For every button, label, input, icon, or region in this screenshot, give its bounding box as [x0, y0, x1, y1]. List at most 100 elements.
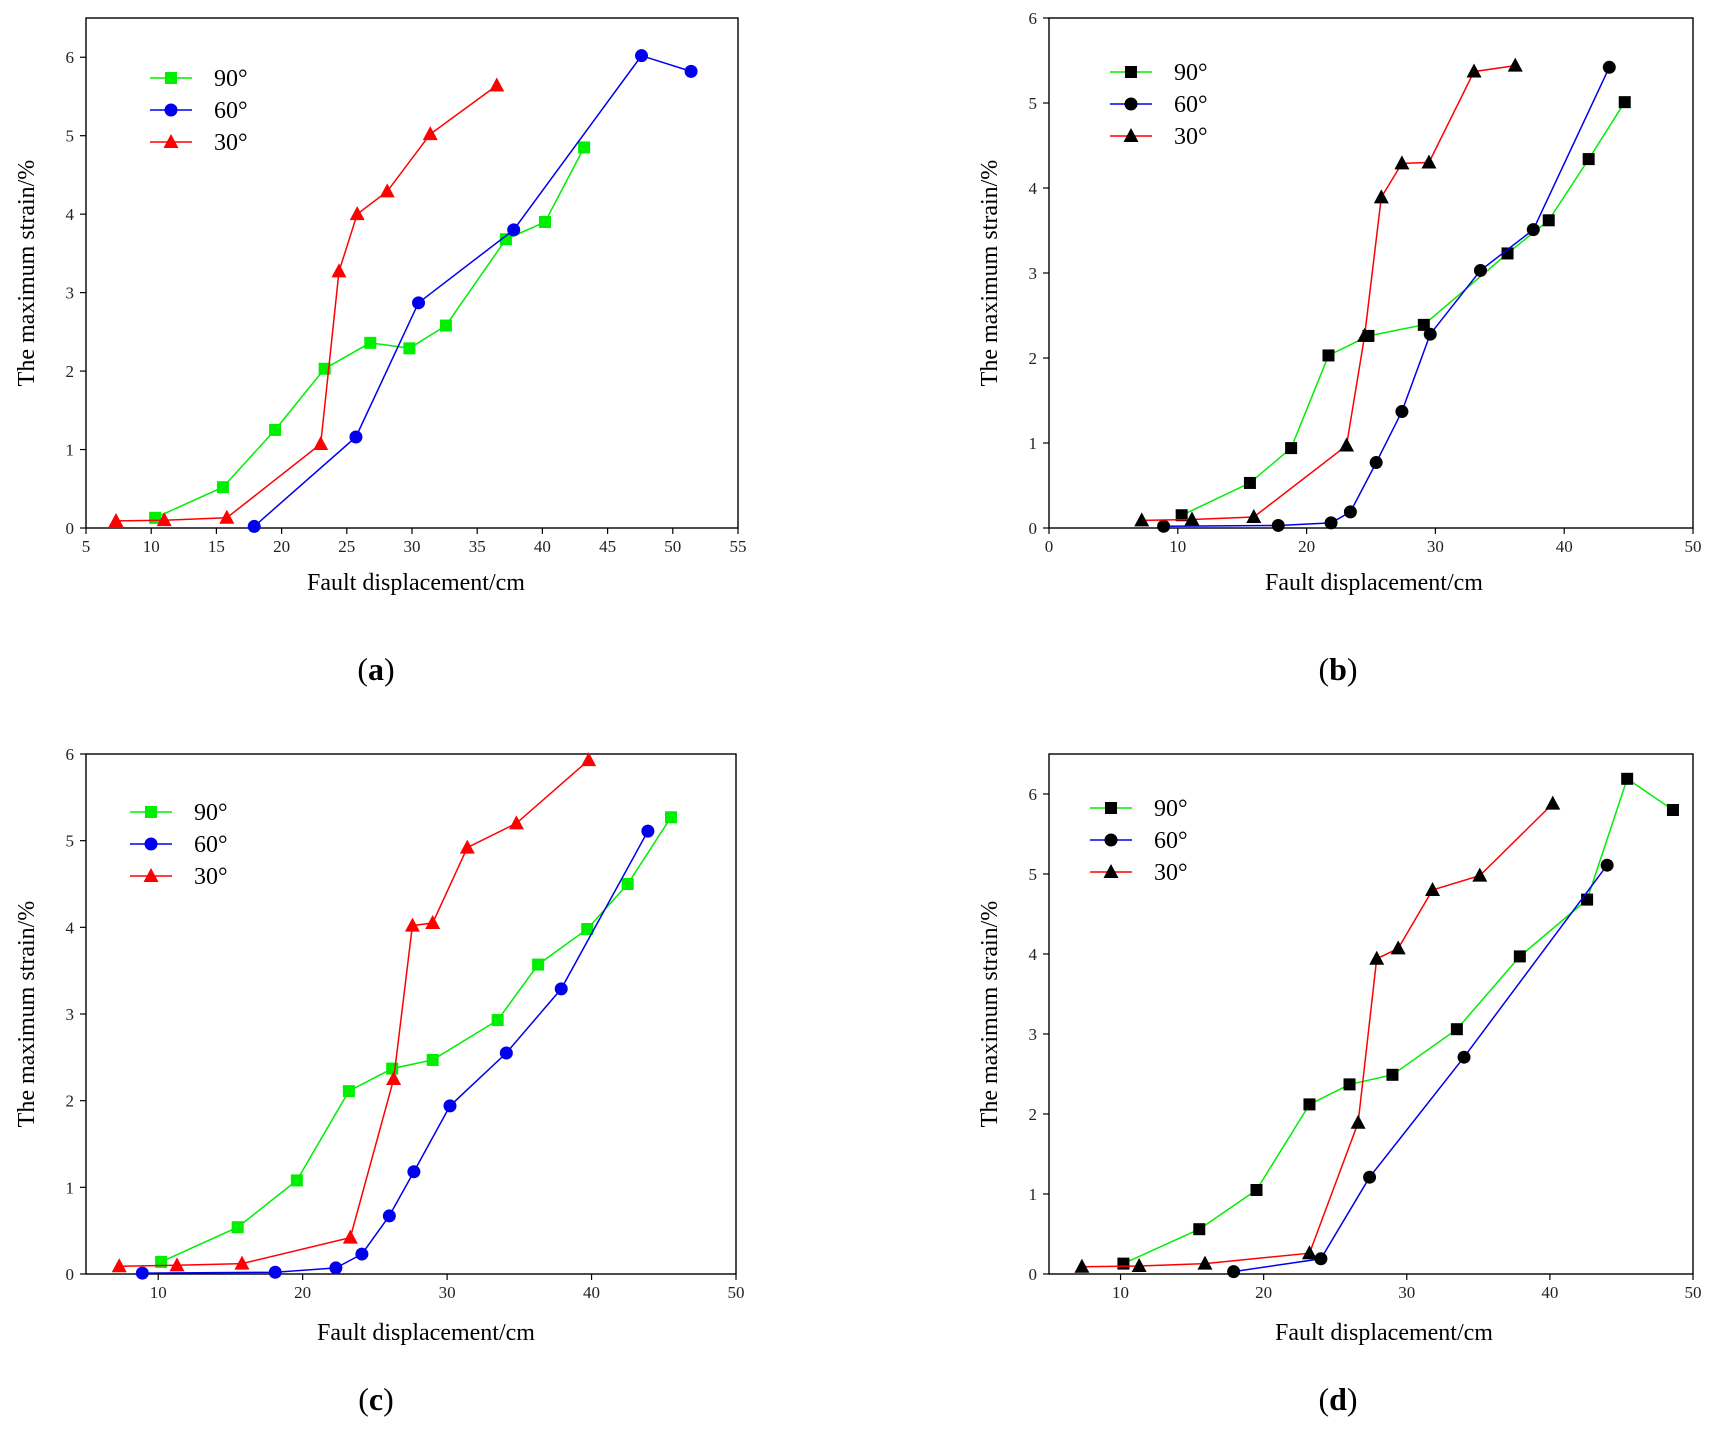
data-point [1243, 476, 1256, 489]
y-tick-label: 1 [1029, 434, 1038, 453]
series-triangle [111, 752, 597, 1273]
legend: 90° 60° 30° [1110, 60, 1208, 150]
data-point [499, 1046, 513, 1060]
series-circle [135, 824, 655, 1280]
data-point [1357, 327, 1373, 342]
series-line [1123, 777, 1674, 1265]
legend-marker [165, 72, 177, 84]
y-tick-label: 0 [1029, 519, 1038, 538]
x-tick-label: 50 [728, 1283, 745, 1302]
data-point [386, 1062, 399, 1075]
data-point [425, 915, 441, 929]
data-point [539, 216, 552, 228]
series-square [1175, 96, 1631, 522]
data-point [108, 512, 124, 527]
legend-marker [1124, 97, 1138, 111]
data-point [1507, 57, 1523, 72]
data-point [1600, 858, 1614, 872]
y-tick-label: 2 [66, 1092, 75, 1111]
data-point [1602, 60, 1616, 74]
x-tick-label: 10 [1169, 537, 1186, 556]
data-point [111, 1258, 127, 1273]
data-point [342, 1085, 355, 1098]
legend-label: 90° [194, 800, 228, 826]
data-point [329, 1261, 343, 1275]
data-point [379, 183, 395, 198]
panel-caption: (b) [1318, 651, 1357, 687]
data-point [364, 336, 377, 349]
data-point [1246, 508, 1262, 523]
series-circle [247, 49, 698, 533]
y-tick-label: 1 [66, 441, 75, 460]
x-tick-label: 15 [208, 537, 225, 556]
data-point [507, 223, 521, 237]
legend-label: 60° [214, 98, 248, 124]
y-axis-label: The maximum strain/% [14, 160, 40, 387]
x-axis-label: Fault displacement/cm [1275, 1320, 1493, 1346]
chart-panel-c: 10 20 30 40 50 0 1 2 3 4 5 6 Fault displacement/cm Th… [14, 745, 745, 1417]
legend-marker [1125, 66, 1137, 78]
legend-marker [164, 103, 178, 117]
legend-label: 90° [214, 66, 248, 92]
data-point [426, 1053, 439, 1066]
series-line [1233, 864, 1608, 1273]
legend-marker [1103, 864, 1119, 878]
series-line [119, 759, 590, 1267]
y-tick-label: 0 [1029, 1265, 1038, 1284]
data-point [1618, 96, 1631, 109]
x-tick-label: 10 [150, 1283, 167, 1302]
x-tick-label: 30 [1427, 537, 1444, 556]
plot-frame [1048, 753, 1694, 1275]
data-point [231, 1221, 244, 1234]
x-axis-label: Fault displacement/cm [307, 570, 525, 596]
data-point [1581, 893, 1594, 906]
y-tick-label: 1 [1029, 1185, 1038, 1204]
y-tick-label: 1 [66, 1178, 75, 1197]
y-tick-label: 0 [66, 519, 75, 538]
data-point [554, 982, 568, 996]
x-tick-label: 0 [1045, 537, 1054, 556]
series-line [1141, 64, 1516, 522]
data-point [1369, 456, 1383, 470]
y-tick-label: 4 [66, 205, 75, 224]
series-line [253, 54, 692, 527]
data-point [219, 509, 235, 524]
data-point [135, 1266, 149, 1280]
data-point [1386, 1068, 1399, 1081]
data-point [1271, 518, 1285, 532]
data-point [1117, 1257, 1130, 1270]
data-point [1074, 1258, 1090, 1273]
data-point [1501, 247, 1514, 260]
data-point [1450, 1023, 1463, 1036]
plot-frame [85, 753, 737, 1275]
x-tick-label: 50 [1685, 537, 1702, 556]
data-point [1350, 1114, 1366, 1129]
x-tick-label: 20 [1298, 537, 1315, 556]
x-tick-label: 40 [583, 1283, 600, 1302]
data-point [578, 141, 591, 154]
data-point [491, 1014, 504, 1027]
data-point [403, 342, 416, 355]
data-point [489, 77, 505, 92]
data-point [422, 126, 438, 141]
legend-label: 30° [194, 864, 228, 890]
data-point [1131, 1258, 1147, 1272]
legend-label: 60° [1174, 92, 1208, 118]
series-line [1181, 101, 1626, 516]
data-point [1363, 1170, 1377, 1184]
y-axis-label: The maximum strain/% [977, 901, 1003, 1128]
y-tick-label: 4 [1029, 179, 1038, 198]
x-tick-label: 50 [664, 537, 681, 556]
data-point [532, 958, 545, 971]
data-point [1542, 214, 1555, 227]
series-square [155, 811, 677, 1268]
data-point [499, 233, 512, 246]
data-point [1394, 155, 1410, 170]
legend: 90° 60° 30° [130, 800, 228, 890]
data-point [1423, 327, 1437, 341]
x-axis-label: Fault displacement/cm [1265, 570, 1483, 596]
data-point [1175, 509, 1188, 522]
data-point [349, 430, 363, 444]
